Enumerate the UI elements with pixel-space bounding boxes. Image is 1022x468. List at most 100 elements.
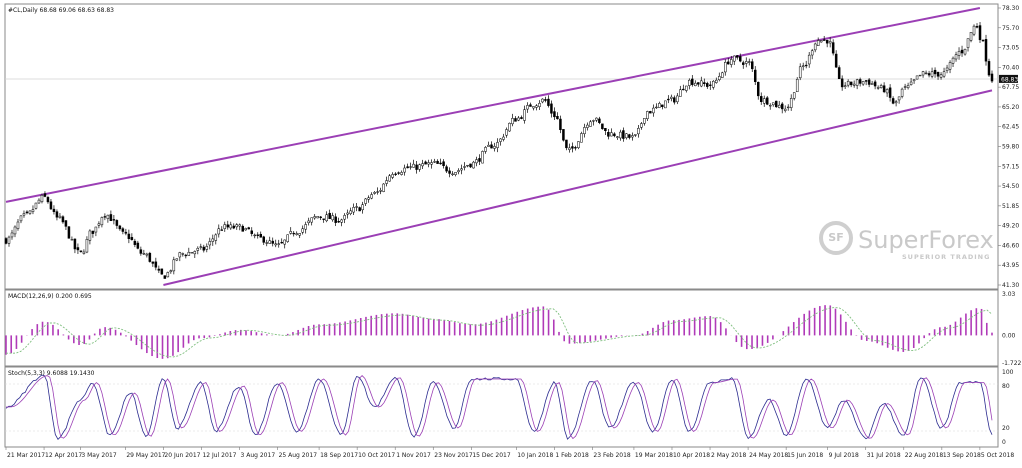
candle <box>397 171 400 175</box>
candle-body <box>433 161 436 163</box>
candle <box>744 57 748 68</box>
time-tick-label: 10 Jan 2018 <box>517 452 553 459</box>
candle <box>750 58 754 72</box>
candle-body <box>789 98 793 108</box>
candle-body <box>358 207 361 212</box>
candle-body <box>571 146 574 149</box>
candle-body <box>70 239 74 241</box>
candle-body <box>424 161 427 165</box>
candle <box>415 161 418 174</box>
candle <box>777 100 781 109</box>
candle <box>765 95 769 106</box>
price-tick-label: 59.80 <box>1002 144 1019 151</box>
candle <box>202 244 206 253</box>
candle-body <box>451 173 454 175</box>
candle-body <box>79 250 83 252</box>
candle <box>193 250 197 258</box>
macd-histogram <box>5 305 993 359</box>
candle <box>34 202 38 210</box>
candle-body <box>556 116 559 120</box>
candle-body <box>184 254 188 257</box>
candle-body <box>712 80 715 88</box>
candle-body <box>774 100 778 108</box>
candle-body <box>253 234 256 237</box>
candle <box>232 223 236 230</box>
candle-body <box>544 99 547 101</box>
candle-body <box>924 72 928 75</box>
candle <box>613 132 616 138</box>
candle-body <box>795 79 799 93</box>
candle <box>858 77 862 87</box>
candle-body <box>550 103 553 114</box>
candle-body <box>337 221 340 223</box>
candle-body <box>271 240 274 244</box>
candle-body <box>466 164 469 167</box>
candle-body <box>13 226 17 235</box>
candle-body <box>724 62 727 73</box>
candle <box>337 217 340 223</box>
candle <box>451 171 454 177</box>
candle <box>370 192 373 200</box>
candle <box>316 216 319 219</box>
watermark-brand: SuperForex <box>858 226 994 254</box>
candle <box>289 227 292 235</box>
candle-body <box>325 214 328 222</box>
candle <box>703 78 706 87</box>
candle <box>115 219 119 229</box>
candle-body <box>804 64 808 67</box>
superforex-logo-glyph: SF <box>828 231 843 244</box>
candle <box>226 220 230 230</box>
candle <box>643 118 646 126</box>
price-tick-label: 62.45 <box>1002 124 1019 131</box>
candle <box>322 218 325 223</box>
candle-body <box>436 160 439 164</box>
candle <box>550 100 553 118</box>
candle <box>235 223 239 230</box>
candle-body <box>733 55 736 62</box>
candle-body <box>418 164 421 170</box>
candle <box>139 246 143 256</box>
candle-body <box>118 225 122 230</box>
stoch-k-line <box>5 374 993 440</box>
candle <box>595 117 598 123</box>
candle-body <box>682 88 685 91</box>
candle-body <box>322 218 325 220</box>
candle-body <box>4 238 8 244</box>
candle <box>325 211 328 223</box>
candle-body <box>825 39 829 44</box>
candle <box>972 24 976 37</box>
candle <box>987 58 991 77</box>
candle-body <box>586 124 589 128</box>
candle-body <box>837 67 841 80</box>
candle-body <box>945 67 949 71</box>
candle-body <box>352 207 355 213</box>
candle-body <box>364 198 367 204</box>
candle <box>82 249 86 255</box>
candle <box>229 221 233 230</box>
candle <box>73 238 77 254</box>
candle <box>238 223 242 231</box>
candle-body <box>876 87 880 89</box>
candle-body <box>226 224 230 228</box>
candle <box>469 163 472 169</box>
candle-body <box>115 220 119 226</box>
candle-body <box>601 123 604 130</box>
candle <box>730 55 733 68</box>
candle-body <box>927 73 931 76</box>
candle-body <box>643 118 646 124</box>
candle-body <box>846 80 850 86</box>
candle <box>804 60 808 69</box>
candle <box>547 95 550 108</box>
candle-body <box>178 252 182 258</box>
candle-body <box>232 225 236 229</box>
candle-body <box>966 38 970 48</box>
candle-body <box>855 79 859 86</box>
time-axis: 21 Mar 2017 12 Apr 2017 3 May 2017 29 May 2… <box>5 447 1014 459</box>
candle <box>7 235 11 247</box>
candle-body <box>568 147 571 150</box>
candle-body <box>658 103 661 108</box>
candle <box>610 128 613 137</box>
candle <box>861 80 865 86</box>
macd-title: MACD(12,26,9) 0.200 0.695 <box>8 293 92 300</box>
candle-body <box>610 132 613 137</box>
